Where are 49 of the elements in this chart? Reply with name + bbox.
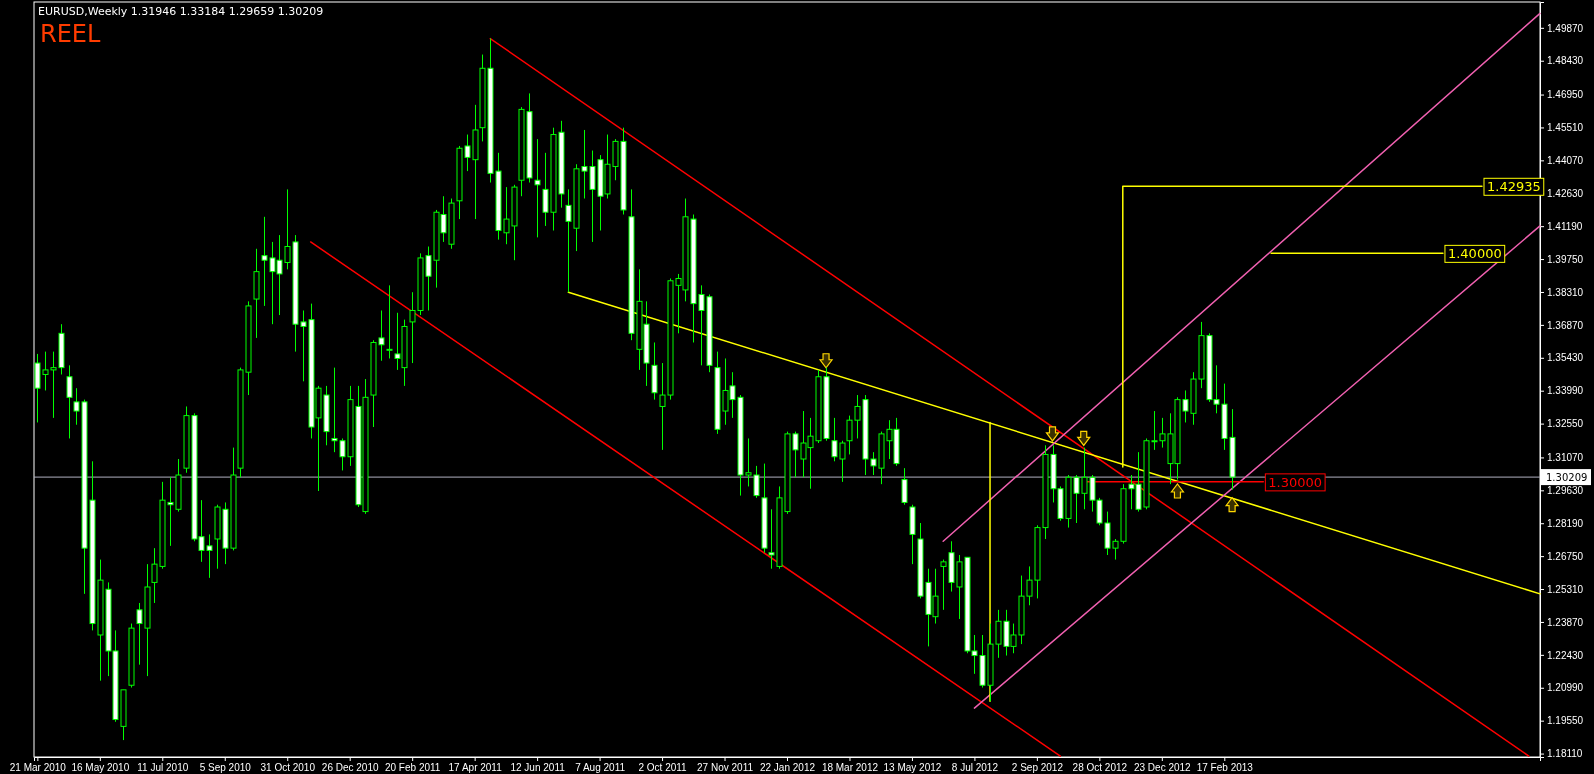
x-tick-label: 2 Oct 2011 [638,762,688,774]
x-tick-label: 20 Feb 2011 [384,762,441,774]
x-tick-label: 2 Sep 2012 [1011,762,1064,774]
y-tick-label: 1.35430 [1547,352,1584,364]
x-tick-label: 13 May 2012 [883,762,942,774]
y-tick-label: 1.26750 [1547,550,1584,562]
series-label: 1.42935 [1486,179,1541,195]
chart-title: EURUSD,Weekly 1.31946 1.33184 1.29659 1.30209 [38,5,324,18]
x-tick-label: 27 Nov 2011 [697,762,754,774]
y-tick-label: 1.38310 [1547,286,1584,298]
y-tick-label: 1.18110 [1547,748,1583,760]
x-tick-label: 7 Aug 2011 [575,762,626,774]
y-tick-label: 1.28190 [1547,517,1584,529]
x-tick-label: 31 Oct 2010 [260,762,316,774]
x-tick-label: 28 Oct 2012 [1072,762,1128,774]
x-tick-label: 16 May 2010 [71,762,130,774]
y-tick-label: 1.32550 [1547,418,1584,430]
y-tick-label: 1.33990 [1547,385,1584,397]
series-label: 1.30000 [1268,474,1323,490]
y-tick-label: 1.41190 [1547,220,1583,232]
y-tick-label: 1.29630 [1547,485,1584,497]
x-tick-label: 17 Feb 2013 [1196,762,1254,774]
annotation: REEL [40,20,101,48]
y-tick-label: 1.44070 [1547,155,1584,167]
x-tick-label: 8 Jul 2012 [951,762,999,774]
y-tick-label: 1.49870 [1547,22,1584,34]
y-tick-label: 1.46950 [1547,89,1584,101]
y-tick-label: 1.45510 [1547,122,1584,134]
y-tick-label: 1.36870 [1547,319,1584,331]
y-tick-label: 1.19550 [1547,715,1584,727]
y-tick-label: 1.48430 [1547,55,1584,67]
y-tick-label: 1.23870 [1547,616,1584,628]
x-tick-label: 26 Dec 2010 [321,762,379,774]
x-tick-label: 5 Sep 2010 [199,762,252,774]
y-tick-label: 1.25310 [1547,583,1584,595]
x-tick-label: 22 Jan 2012 [759,762,816,774]
y-tick-label: 1.20990 [1547,682,1584,694]
x-tick-label: 18 Mar 2012 [821,762,879,774]
series-label: 1.40000 [1447,246,1502,262]
x-tick-label: 23 Dec 2012 [1133,762,1192,774]
x-tick-label: 21 Mar 2010 [9,762,67,774]
x-tick-label: 11 Jul 2010 [137,762,189,774]
y-tick-label: 1.31070 [1547,452,1584,464]
ref-line-label: 1.30209 [1546,472,1588,484]
y-tick-label: 1.42630 [1547,187,1584,199]
y-tick-label: 1.39750 [1547,253,1584,265]
x-tick-label: 12 Jun 2011 [510,762,566,774]
x-tick-label: 17 Apr 2011 [448,762,503,774]
y-tick-label: 1.22430 [1547,649,1584,661]
